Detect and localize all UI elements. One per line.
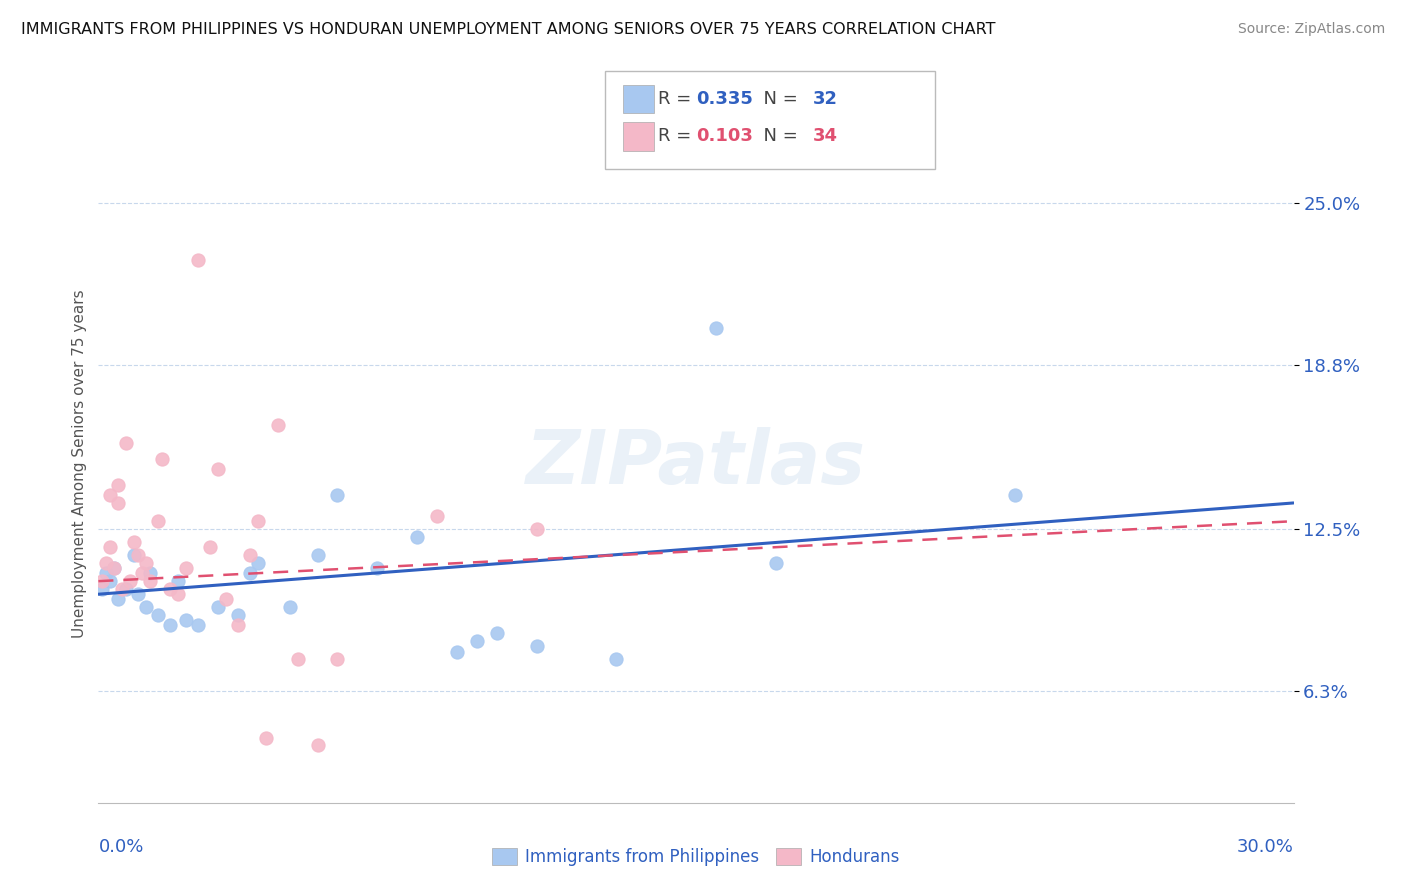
Point: [239, 566, 262, 581]
Text: Source: ZipAtlas.com: Source: ZipAtlas.com: [1237, 22, 1385, 37]
Point: [159, 582, 181, 596]
Point: [98, 574, 122, 589]
Point: [98, 541, 122, 555]
Point: [307, 548, 329, 562]
Point: [446, 644, 468, 658]
Point: [226, 618, 249, 632]
Text: 32: 32: [813, 90, 838, 108]
Text: ZIPatlas: ZIPatlas: [526, 427, 866, 500]
Point: [127, 587, 149, 601]
Point: [246, 514, 269, 528]
Point: [150, 451, 173, 466]
Legend: Immigrants from Philippines, Hondurans: Immigrants from Philippines, Hondurans: [485, 841, 907, 872]
Y-axis label: Unemployment Among Seniors over 75 years: Unemployment Among Seniors over 75 years: [72, 290, 87, 638]
Point: [167, 574, 190, 589]
Text: 34: 34: [813, 128, 838, 145]
Point: [103, 561, 125, 575]
Point: [366, 561, 388, 575]
Point: [96, 556, 118, 570]
Point: [605, 652, 627, 666]
Point: [207, 600, 229, 615]
Point: [704, 321, 727, 335]
Point: [226, 608, 249, 623]
Point: [307, 739, 329, 753]
Point: [1004, 488, 1026, 502]
Point: [207, 462, 229, 476]
Point: [765, 556, 787, 570]
Point: [287, 652, 309, 666]
Point: [135, 600, 157, 615]
Text: 0.335: 0.335: [696, 90, 752, 108]
Point: [115, 582, 138, 596]
Point: [139, 574, 162, 589]
Text: 30.0%: 30.0%: [1237, 838, 1294, 856]
Point: [187, 253, 209, 268]
Point: [103, 561, 125, 575]
Point: [167, 587, 190, 601]
Point: [131, 566, 153, 581]
Point: [187, 618, 209, 632]
Point: [98, 488, 122, 502]
Point: [148, 514, 170, 528]
Point: [127, 548, 149, 562]
Point: [526, 522, 548, 536]
Point: [107, 477, 129, 491]
Point: [526, 640, 548, 654]
Text: R =: R =: [658, 128, 697, 145]
Point: [198, 541, 221, 555]
Point: [107, 592, 129, 607]
Point: [174, 613, 197, 627]
Point: [91, 574, 114, 589]
Text: 0.0%: 0.0%: [98, 838, 143, 856]
Point: [174, 561, 197, 575]
Point: [267, 417, 290, 432]
Text: N =: N =: [752, 128, 804, 145]
Point: [107, 496, 129, 510]
Point: [124, 535, 146, 549]
Point: [426, 508, 449, 523]
Point: [215, 592, 238, 607]
Point: [124, 548, 146, 562]
Text: N =: N =: [752, 90, 804, 108]
Point: [111, 582, 134, 596]
Point: [406, 530, 429, 544]
Point: [326, 652, 349, 666]
Point: [465, 634, 488, 648]
Text: IMMIGRANTS FROM PHILIPPINES VS HONDURAN UNEMPLOYMENT AMONG SENIORS OVER 75 YEARS: IMMIGRANTS FROM PHILIPPINES VS HONDURAN …: [21, 22, 995, 37]
Text: 0.103: 0.103: [696, 128, 752, 145]
Point: [115, 436, 138, 450]
Point: [120, 574, 142, 589]
Text: R =: R =: [658, 90, 697, 108]
Point: [254, 731, 277, 745]
Point: [278, 600, 301, 615]
Point: [135, 556, 157, 570]
Point: [485, 626, 508, 640]
Point: [91, 582, 114, 596]
Point: [148, 608, 170, 623]
Point: [159, 618, 181, 632]
Point: [239, 548, 262, 562]
Point: [139, 566, 162, 581]
Point: [326, 488, 349, 502]
Point: [246, 556, 269, 570]
Point: [96, 566, 118, 581]
